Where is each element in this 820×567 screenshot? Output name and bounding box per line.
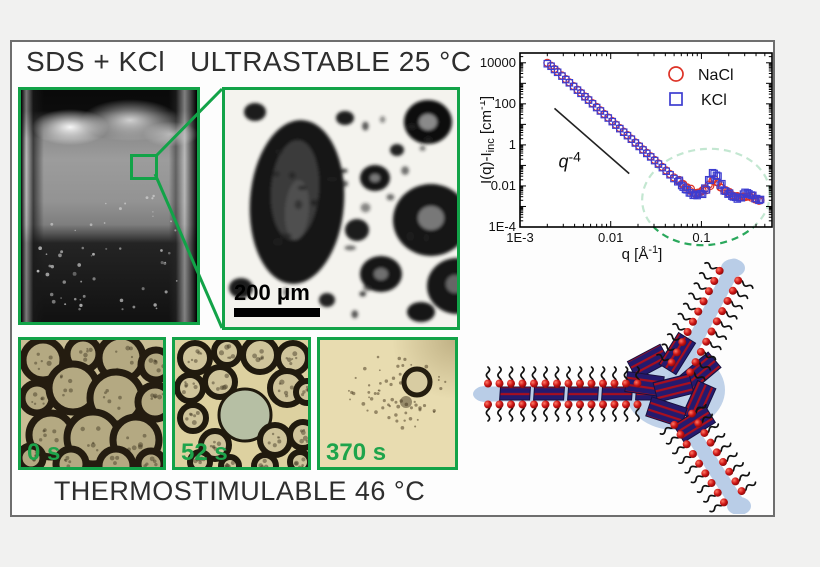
figure-panel: SDS + KCl ULTRASTABLE 25 °C 200 μm 0 s 5… <box>10 40 775 517</box>
scale-bar-label: 200 μm <box>234 280 310 305</box>
zoom-region-square <box>130 154 158 180</box>
q-slope-annotation: q-4 <box>558 149 581 172</box>
timelapse-frame-52s: 52 s <box>172 337 311 470</box>
timestamp-370s: 370 s <box>326 439 387 466</box>
legend-label-nacl: NaCl <box>698 67 734 84</box>
timestamp-52s: 52 s <box>181 439 228 466</box>
svg-text:100: 100 <box>494 96 516 111</box>
svg-text:0.01: 0.01 <box>598 230 623 245</box>
bubbles-image-0s <box>21 340 163 467</box>
micrograph-image <box>229 100 457 322</box>
bubbles-image-370s <box>320 340 455 467</box>
svg-text:0.1: 0.1 <box>692 230 710 245</box>
sans-scattering-plot: 1E-3 0.01 0.1 10000 100 1 0.01 1E-4 q [Å-1] I(q)-… <box>480 52 773 263</box>
armored-bubbles-micrograph: 200 μm <box>222 87 460 330</box>
y-axis-label: I(q)-Iinc [cm-1] <box>480 96 497 184</box>
scale-bar-line <box>234 308 320 317</box>
thermostimulable-title: THERMOSTIMULABLE 46 °C <box>53 476 426 506</box>
svg-text:1E-4: 1E-4 <box>489 219 516 234</box>
svg-text:1: 1 <box>509 137 516 152</box>
x-axis-label: q [Å-1] <box>622 244 663 263</box>
svg-text:1E-3: 1E-3 <box>506 230 533 245</box>
foam-vial-photo <box>18 87 200 325</box>
svg-text:0.01: 0.01 <box>491 178 516 193</box>
ultrastable-title: SDS + KCl ULTRASTABLE 25 °C <box>26 46 472 77</box>
legend-label-kcl: KCl <box>701 92 727 109</box>
svg-text:10000: 10000 <box>480 55 516 70</box>
timelapse-frame-370s: 370 s <box>317 337 458 470</box>
q-slope-guide <box>553 107 630 175</box>
timestamp-0s: 0 s <box>27 439 61 466</box>
timelapse-frame-0s: 0 s <box>18 337 166 470</box>
vial-speckles <box>36 194 178 311</box>
plateau-border-schematic <box>473 258 757 514</box>
scale-bar: 200 μm <box>234 282 320 317</box>
plot-legend: NaCl KCl <box>668 66 734 109</box>
bubbles-image-52s <box>175 340 308 467</box>
